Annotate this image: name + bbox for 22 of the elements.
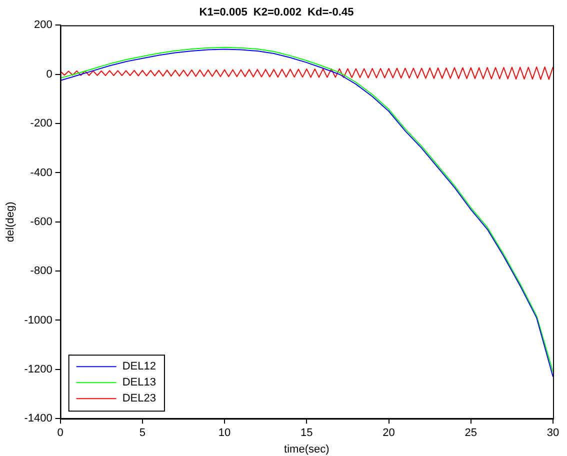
legend-label: DEL13	[122, 376, 156, 389]
y-tick-label: -600	[30, 216, 52, 228]
y-tick-label: -1200	[24, 363, 52, 376]
legend-label: DEL12	[122, 360, 156, 373]
x-axis-title: time(sec)	[284, 443, 330, 456]
y-tick-label: -1400	[24, 412, 52, 425]
y-tick-label: -800	[30, 265, 52, 278]
chart-title: K1=0.005 K2=0.002 Kd=-0.45	[199, 6, 354, 19]
y-tick-label: 200	[34, 19, 52, 32]
y-tick-label: -1000	[24, 314, 52, 326]
legend-label: DEL23	[122, 392, 156, 405]
x-tick-label: 5	[139, 427, 146, 440]
y-tick-label: 0	[46, 68, 52, 80]
y-tick-label: -400	[30, 166, 52, 179]
x-tick-label: 25	[464, 427, 478, 440]
x-tick-label: 0	[57, 427, 64, 440]
y-axis-title: del(deg)	[4, 202, 17, 242]
x-tick-label: 15	[300, 427, 313, 440]
y-tick-label: -200	[30, 118, 52, 130]
x-tick-label: 20	[382, 427, 395, 440]
x-tick-label: 30	[546, 427, 560, 440]
x-tick-label: 10	[218, 427, 231, 440]
